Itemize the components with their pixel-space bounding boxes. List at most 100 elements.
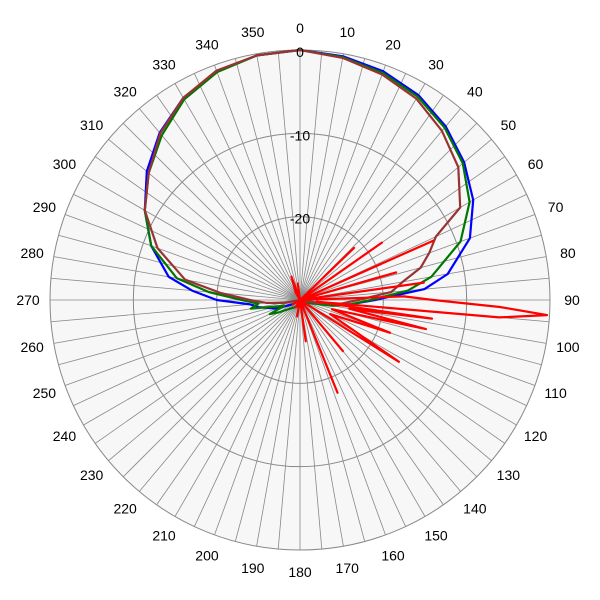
- grid-spoke: [299, 94, 444, 301]
- grid-spoke: [299, 58, 366, 301]
- angle-label: 320: [113, 84, 137, 100]
- grid-spoke: [256, 53, 301, 301]
- polar-grid: [50, 50, 550, 550]
- grid-spoke: [64, 214, 301, 301]
- angle-label: 270: [16, 292, 40, 308]
- angle-label: 10: [339, 24, 355, 40]
- angle-label: 180: [288, 564, 312, 580]
- angle-label: 0: [296, 20, 304, 36]
- angle-label: 150: [424, 528, 448, 544]
- grid-spoke: [299, 53, 344, 301]
- grid-spoke: [193, 73, 301, 301]
- grid-spoke: [122, 299, 301, 478]
- angle-label: 90: [564, 292, 580, 308]
- grid-spoke: [193, 299, 301, 527]
- grid-spoke: [58, 234, 301, 301]
- grid-spoke: [174, 299, 301, 517]
- angle-label: 310: [80, 117, 104, 133]
- angle-label: 280: [20, 245, 44, 261]
- angle-label: 250: [33, 385, 57, 401]
- grid-spoke: [299, 299, 444, 506]
- series-line-3: [143, 48, 462, 305]
- grid-spoke: [299, 256, 547, 301]
- angle-label: 260: [20, 339, 44, 355]
- grid-spoke: [299, 299, 366, 542]
- grid-spoke: [94, 156, 301, 301]
- grid-spoke: [73, 299, 301, 407]
- ring-label: -10: [290, 127, 310, 143]
- grid-spoke: [299, 73, 407, 301]
- angle-label: 170: [336, 560, 360, 576]
- angle-label: 290: [33, 199, 57, 215]
- angle-label: 100: [556, 339, 580, 355]
- angle-label: 210: [152, 528, 176, 544]
- angle-label: 350: [241, 24, 265, 40]
- grid-spoke: [299, 214, 536, 301]
- angle-label: 60: [528, 156, 544, 172]
- grid-spoke: [299, 299, 323, 550]
- grid-spoke: [156, 299, 301, 506]
- grid-spoke: [299, 138, 492, 301]
- grid-spoke: [73, 193, 301, 301]
- angle-label: 40: [467, 84, 483, 100]
- grid-spoke: [299, 299, 506, 444]
- grid-spoke: [299, 50, 323, 301]
- angle-label: 130: [497, 467, 521, 483]
- grid-spoke: [234, 58, 301, 301]
- grid-spoke: [138, 108, 301, 301]
- grid-spoke: [299, 299, 547, 344]
- angle-labels: 0 10 20 30 40 50 60 70 80 90 100 110 120 130 140 150 160…: [16, 20, 580, 580]
- grid-spoke: [58, 299, 301, 366]
- angle-label: 340: [195, 36, 219, 52]
- grid-spoke: [156, 94, 301, 301]
- ring-label: -20: [290, 211, 310, 227]
- angle-label: 200: [195, 548, 219, 564]
- grid-spoke: [64, 299, 301, 386]
- grid-spoke: [277, 50, 301, 301]
- ring-labels: 0 -10 -20: [290, 44, 310, 227]
- angle-label: 240: [53, 428, 77, 444]
- grid-spoke: [214, 64, 301, 301]
- grid-spoke: [299, 108, 462, 301]
- angle-label: 30: [428, 56, 444, 72]
- angle-label: 330: [152, 56, 176, 72]
- angle-label: 120: [524, 428, 548, 444]
- angle-label: 220: [113, 500, 137, 516]
- grid-spoke: [256, 299, 301, 547]
- angle-label: 20: [385, 36, 401, 52]
- grid-spoke: [83, 174, 301, 301]
- angle-label: 140: [463, 500, 487, 516]
- grid-spoke: [108, 299, 301, 462]
- grid-spoke: [94, 299, 301, 444]
- grid-spoke: [299, 299, 492, 462]
- grid-spoke: [299, 299, 344, 547]
- grid-spoke: [83, 299, 301, 426]
- angle-label: 50: [501, 117, 517, 133]
- grid-spoke: [214, 299, 301, 536]
- ring-label: 0: [296, 44, 304, 60]
- grid-spoke: [108, 138, 301, 301]
- angle-label: 70: [548, 199, 564, 215]
- grid-spoke: [299, 299, 478, 478]
- angle-label: 80: [560, 245, 576, 261]
- angle-label: 160: [381, 548, 405, 564]
- grid-spoke: [277, 299, 301, 550]
- angle-label: 110: [544, 385, 567, 401]
- angle-label: 190: [241, 560, 265, 576]
- grid-spoke: [299, 299, 407, 527]
- grid-spoke: [50, 277, 301, 301]
- grid-spoke: [299, 299, 536, 386]
- angle-label: 300: [53, 156, 77, 172]
- series-layer: [143, 48, 549, 394]
- angle-label: 230: [80, 467, 104, 483]
- grid-spoke: [299, 299, 386, 536]
- grid-spoke: [299, 299, 426, 517]
- grid-spoke: [299, 64, 386, 301]
- grid-spoke: [174, 83, 301, 301]
- grid-spoke: [299, 174, 517, 301]
- grid-spoke: [299, 299, 517, 426]
- series-line-4: [290, 239, 549, 394]
- grid-spoke: [234, 299, 301, 542]
- grid-spoke: [299, 83, 426, 301]
